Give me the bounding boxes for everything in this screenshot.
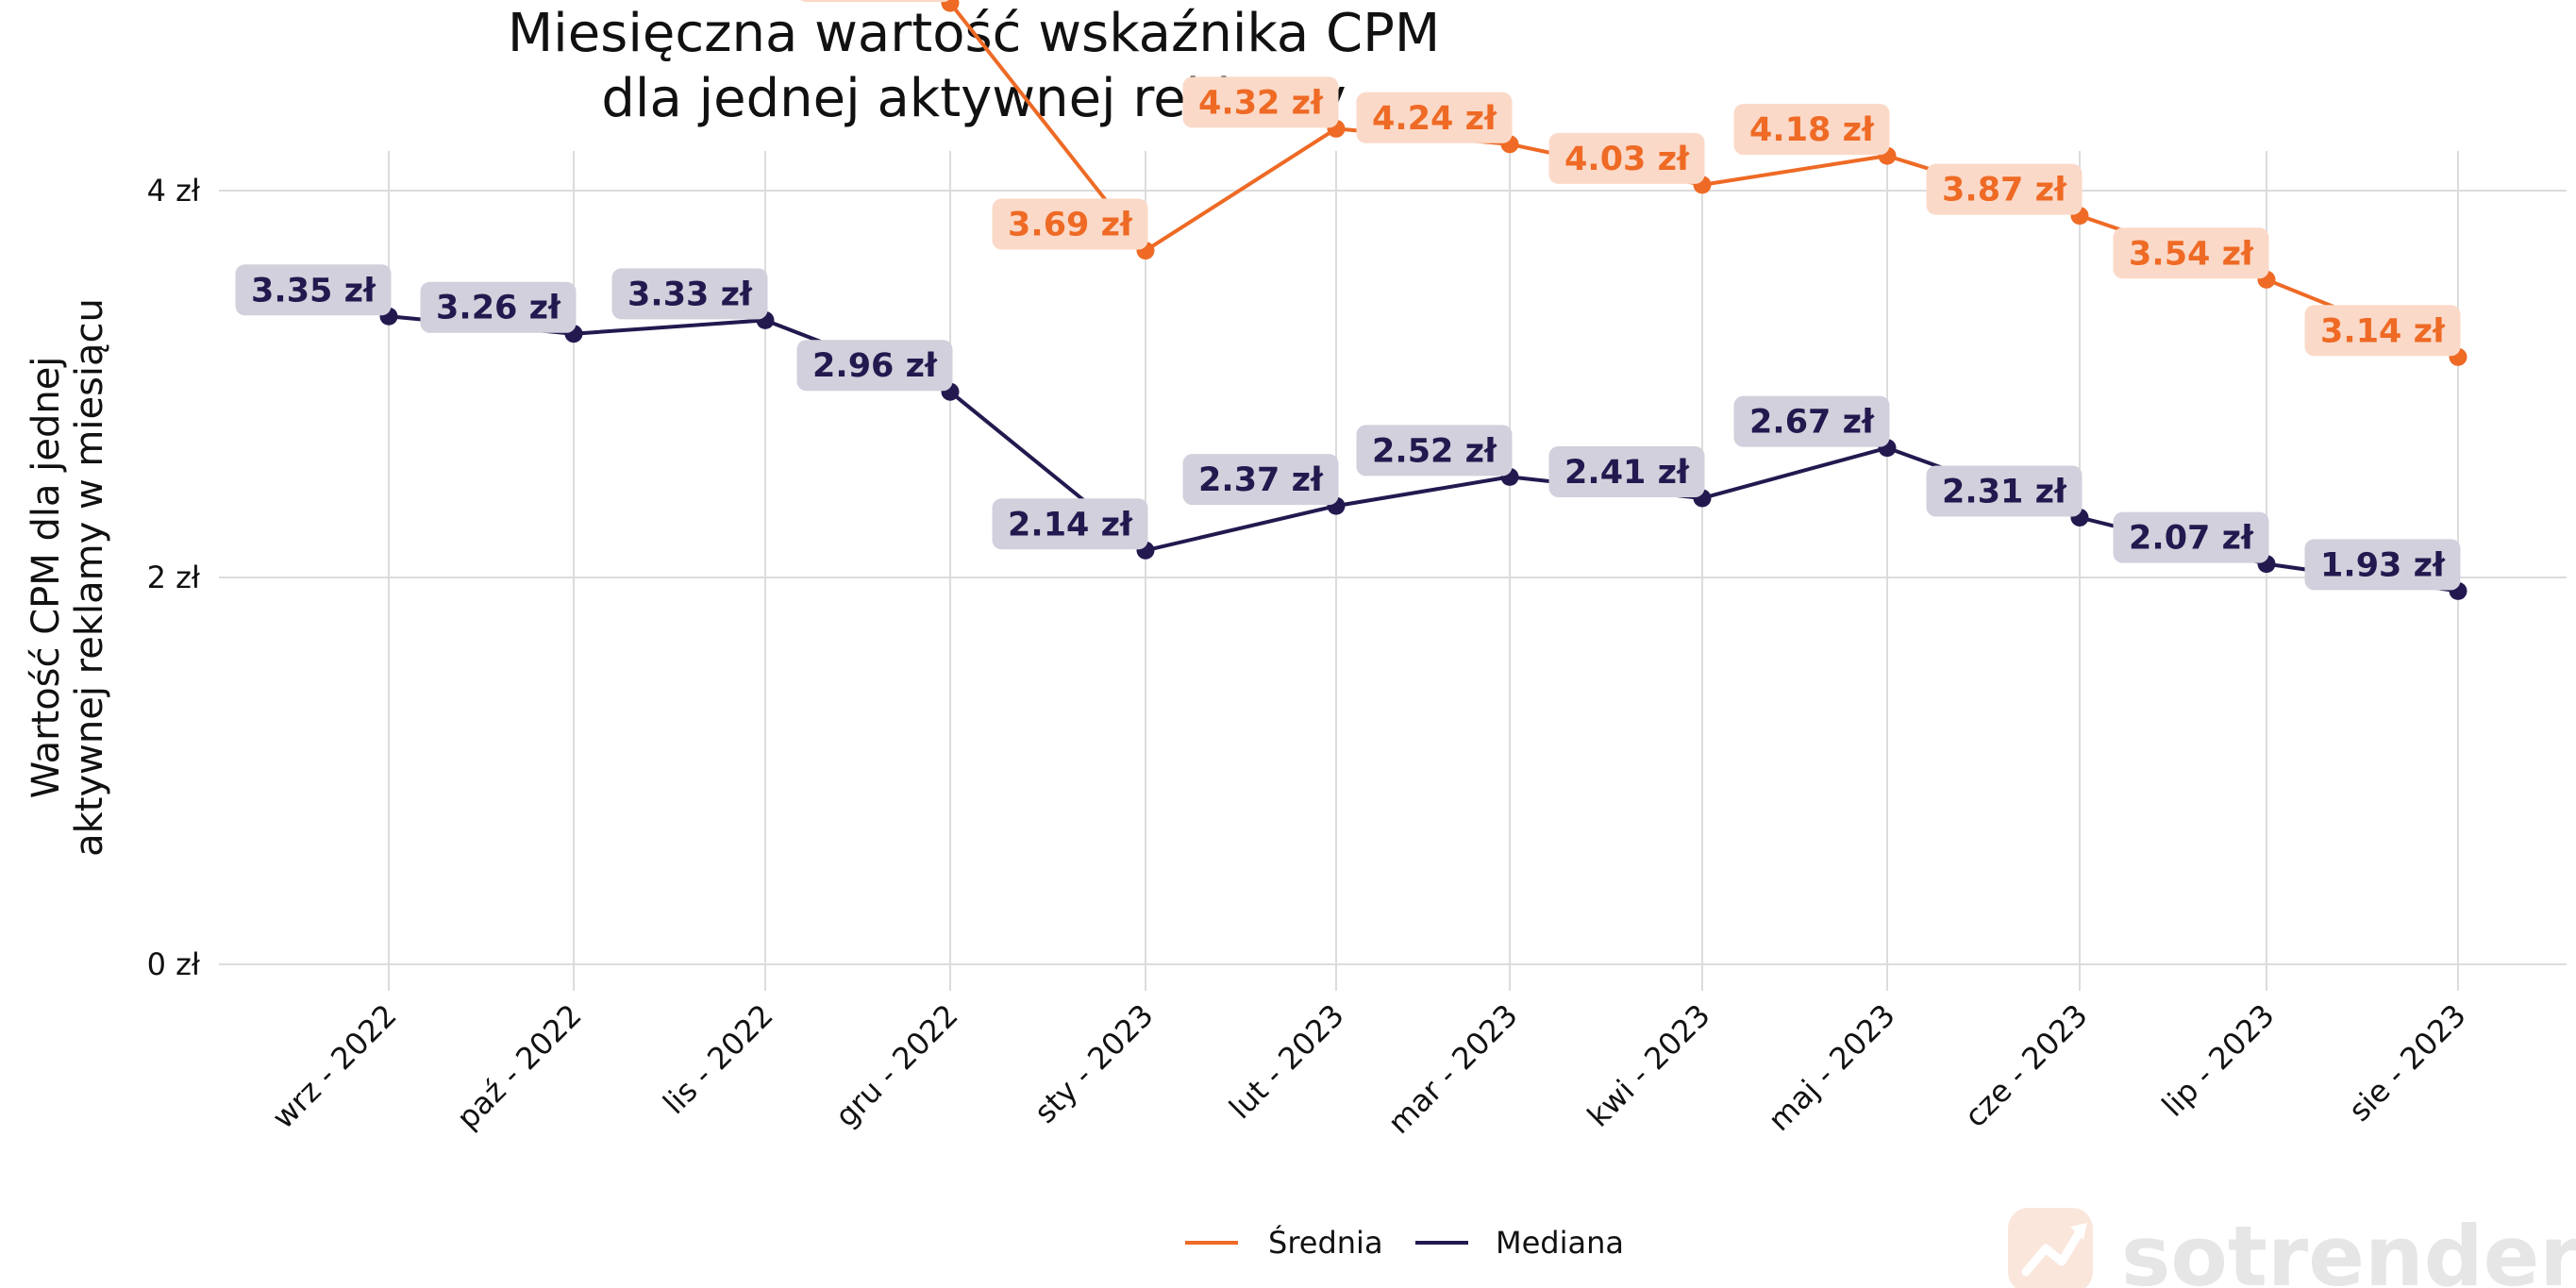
data-label-srednia: 4.18 zł	[1733, 104, 1890, 156]
data-label-bg	[1733, 395, 1890, 447]
x-tick-label: lut - 2023	[1222, 997, 1351, 1127]
data-label-bg	[2113, 227, 2269, 279]
x-tick-label: gru - 2022	[828, 997, 965, 1134]
data-point-srednia	[941, 0, 960, 12]
data-label-text: 2.52 zł	[1372, 432, 1497, 470]
data-label-mediana: 2.37 zł	[1182, 454, 1339, 506]
data-label-text: 1.93 zł	[2320, 546, 2446, 584]
data-label-text: 3.54 zł	[2129, 235, 2254, 273]
data-label-bg	[796, 340, 953, 392]
data-label-text: 4.03 zł	[1564, 141, 1690, 178]
data-label-text: 2.07 zł	[2129, 520, 2254, 558]
data-label-text: 3.33 zł	[627, 276, 753, 313]
data-label-mediana: 2.41 zł	[1548, 445, 1705, 497]
data-label-text: 4.24 zł	[1372, 100, 1497, 138]
data-label-bg	[611, 268, 768, 320]
x-tick-label: sie - 2023	[2342, 997, 2473, 1129]
legend-label-srednia: Średnia	[1268, 1224, 1383, 1261]
y-axis-label-line-1: Wartość CPM dla jednej	[25, 357, 68, 799]
data-label-bg	[800, 0, 949, 3]
data-label-text: 3.87 zł	[1942, 172, 2067, 209]
data-label-bg	[1548, 132, 1705, 184]
data-label-text: 2.67 zł	[1749, 404, 1875, 442]
data-label-mediana: 3.33 zł	[611, 268, 768, 320]
data-label-bg	[1356, 425, 1513, 477]
y-axis-ticks: 0 zł2 zł4 zł6 zł8 zł	[147, 173, 201, 982]
data-label-srednia: 4.32 zł	[1182, 76, 1339, 128]
data-label-bg	[1733, 104, 1890, 156]
data-labels: 6.1 zł5.88 zł5.56 zł4.97 zł3.69 zł4.32 z…	[235, 0, 2461, 591]
data-label-bg	[992, 498, 1148, 550]
data-label-mediana: 2.96 zł	[796, 340, 953, 392]
brand-watermark: sotrender	[2008, 1208, 2576, 1288]
data-label-bg	[2113, 511, 2269, 563]
data-label-bg	[1926, 163, 2083, 215]
data-label-text: 4.32 zł	[1198, 84, 1324, 122]
x-tick-label: lis - 2022	[656, 997, 779, 1121]
data-label-srednia: 4.24 zł	[1356, 92, 1513, 143]
data-label-bg	[992, 198, 1148, 250]
data-label-text: 2.37 zł	[1198, 461, 1324, 499]
x-tick-label: kwi - 2023	[1581, 997, 1717, 1134]
data-label-bg	[1182, 454, 1339, 506]
x-tick-label: lip - 2023	[2155, 997, 2282, 1124]
x-tick-label: paź - 2022	[450, 997, 589, 1136]
data-label-mediana: 2.67 zł	[1733, 395, 1890, 447]
data-label-srednia: 3.14 zł	[2304, 305, 2461, 357]
data-label-srednia: 3.54 zł	[2113, 227, 2269, 279]
y-axis-label: Wartość CPM dla jednej aktywnej reklamy …	[25, 298, 111, 857]
data-label-text: 2.96 zł	[812, 347, 938, 385]
data-label-mediana: 1.93 zł	[2304, 539, 2461, 591]
data-label-bg	[2304, 539, 2461, 591]
x-tick-label: sty - 2023	[1028, 997, 1161, 1130]
data-label-mediana: 3.35 zł	[235, 264, 392, 316]
x-tick-label: maj - 2023	[1761, 997, 1901, 1138]
data-label-srednia: 3.69 zł	[992, 198, 1148, 250]
legend-label-mediana: Mediana	[1496, 1225, 1624, 1261]
trend-up-icon	[2008, 1208, 2093, 1288]
data-label-mediana: 2.31 zł	[1926, 465, 2083, 517]
data-label-bg	[2304, 305, 2461, 357]
data-label-mediana: 2.14 zł	[992, 498, 1148, 550]
x-tick-label: mar - 2023	[1380, 997, 1524, 1141]
data-label-text: 3.35 zł	[251, 272, 376, 309]
data-label-text: 3.26 zł	[436, 290, 561, 327]
data-label-srednia: 3.87 zł	[1926, 163, 2083, 215]
data-label-srednia: 4.97 zł	[800, 0, 949, 3]
data-label-mediana: 2.07 zł	[2113, 511, 2269, 563]
data-label-text: 3.69 zł	[1008, 207, 1133, 244]
data-label-bg	[235, 264, 392, 316]
data-label-bg	[1548, 445, 1705, 497]
data-label-text: 2.14 zł	[1008, 506, 1133, 544]
data-label-text: 4.18 zł	[1749, 111, 1875, 149]
data-label-srednia: 4.03 zł	[1548, 132, 1705, 184]
x-tick-label: wrz - 2022	[265, 997, 404, 1136]
series-line-mediana	[387, 314, 2460, 594]
y-tick-label: 2 zł	[147, 560, 201, 595]
data-label-text: 3.14 zł	[2320, 312, 2446, 350]
data-label-text: 2.31 zł	[1942, 473, 2067, 510]
brand-name: sotrender	[2121, 1208, 2576, 1288]
data-label-mediana: 3.26 zł	[420, 281, 577, 333]
data-label-text: 2.41 zł	[1564, 454, 1690, 492]
data-label-mediana: 2.52 zł	[1356, 425, 1513, 477]
y-tick-label: 0 zł	[147, 946, 201, 982]
data-label-bg	[1356, 92, 1513, 143]
x-tick-label: cze - 2023	[1957, 997, 2094, 1134]
data-label-bg	[1182, 76, 1339, 128]
data-label-bg	[420, 281, 577, 333]
legend: Średnia Mediana	[1185, 1224, 1624, 1261]
x-axis-ticks: wrz - 2022 paź - 2022 lis - 2022 gru - 2022…	[265, 997, 2473, 1141]
y-tick-label: 4 zł	[147, 173, 201, 209]
y-axis-label-line-2: aktywnej reklamy w miesiącu	[68, 298, 111, 857]
data-label-bg	[1926, 465, 2083, 517]
